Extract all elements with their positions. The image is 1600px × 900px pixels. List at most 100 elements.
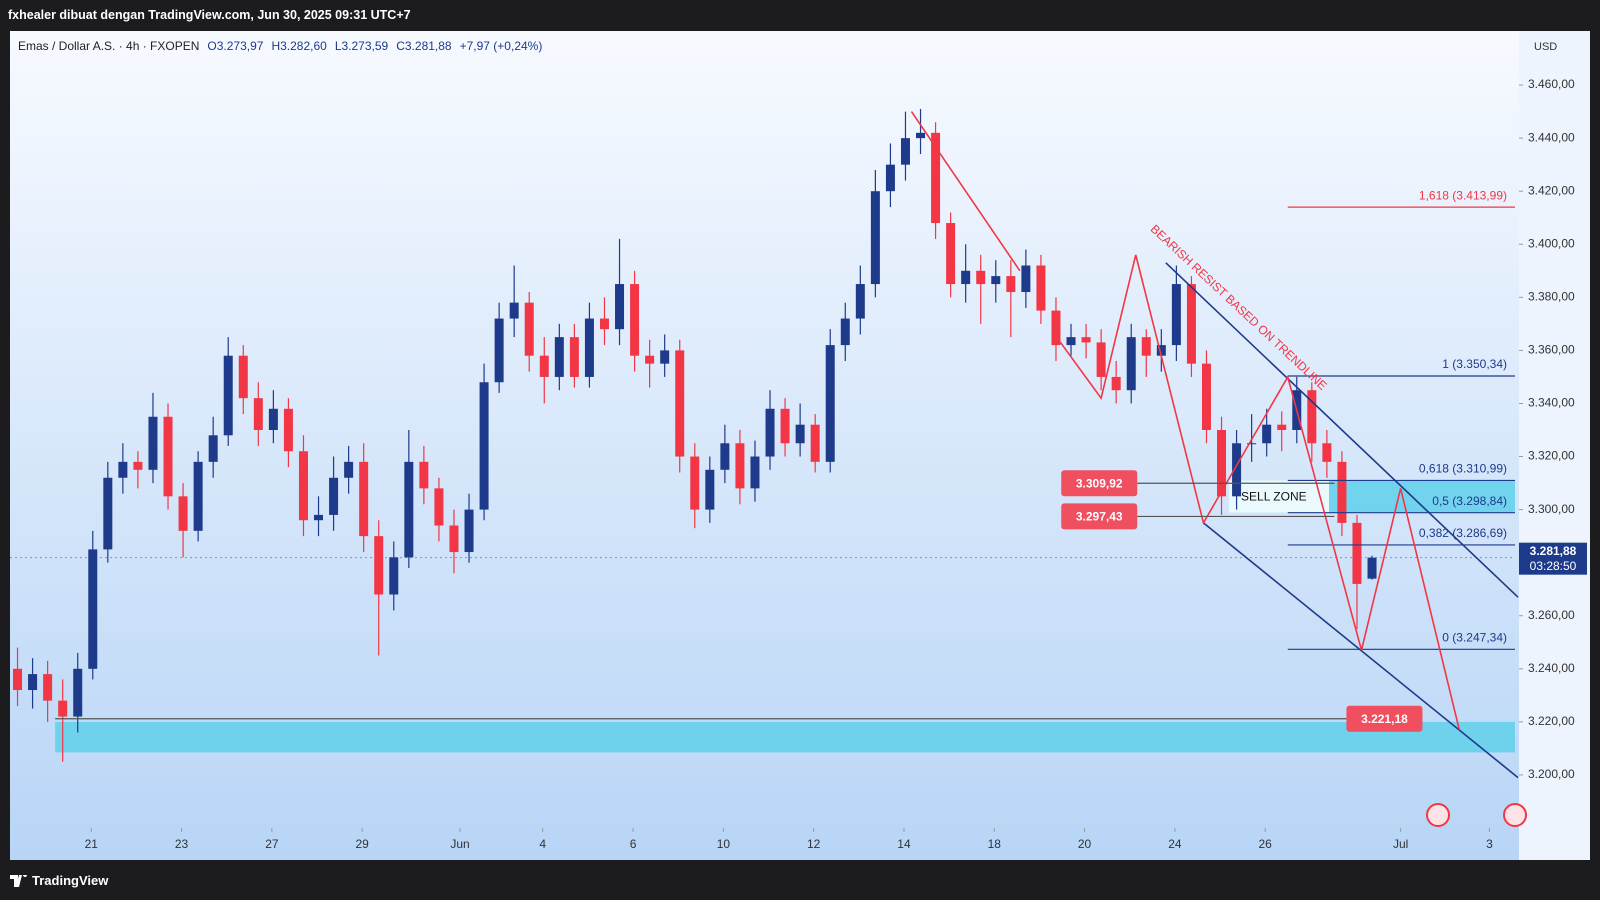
y-tick-label: 3.380,00 (1528, 290, 1575, 304)
x-tick-label: Jul (1393, 837, 1408, 851)
candle-body (298, 451, 308, 521)
y-tick-label: 3.220,00 (1528, 714, 1575, 728)
candle-body (1307, 390, 1317, 444)
price-marker-label: 3.221,18 (1361, 712, 1408, 726)
zone-label-bg (1229, 480, 1330, 513)
trend-drawing (1059, 254, 1461, 731)
candle-body (163, 416, 173, 497)
candle-body (554, 337, 564, 377)
candle-body (840, 318, 850, 346)
candle-body (615, 284, 625, 330)
currency[interactable]: USD (1534, 41, 1558, 53)
price-marker-label: 3.309,92 (1076, 476, 1123, 490)
price-axis-panel (1519, 31, 1590, 860)
candle-body (675, 350, 685, 457)
y-tick-label: 3.240,00 (1528, 661, 1575, 675)
candle-body (238, 355, 248, 399)
footer-text: TradingView (32, 873, 109, 888)
price-marker-box (1061, 470, 1138, 497)
y-tick-label: 3.360,00 (1528, 343, 1575, 357)
price-marker-box (1061, 503, 1138, 530)
candle-body (1141, 337, 1151, 356)
candle-body (1111, 376, 1121, 391)
symbol-title: Emas / Dollar A.S. · 4h · FXOPEN (18, 39, 200, 53)
candle-body (690, 456, 700, 510)
x-tick-label: 3 (1486, 837, 1493, 851)
trend-drawing (910, 111, 1021, 272)
candle-body (509, 302, 519, 319)
candle-body (810, 424, 820, 462)
candle-body (58, 700, 68, 717)
candle-body (825, 345, 835, 462)
candle-body (1247, 443, 1257, 445)
candle-body (73, 668, 83, 717)
event-icon[interactable] (1426, 803, 1450, 827)
event-icon[interactable] (1503, 803, 1527, 827)
x-tick-label: 26 (1258, 837, 1272, 851)
candle-body (389, 557, 399, 595)
candle-body (885, 164, 895, 192)
x-tick-label: 27 (265, 837, 279, 851)
candle-body (133, 461, 143, 470)
candle-body (1367, 557, 1377, 579)
ohlc-high: H3.282,60 (271, 39, 327, 53)
candle-body (494, 318, 504, 383)
candle-body (765, 408, 775, 457)
candle-body (374, 536, 384, 595)
y-tick-label: 3.260,00 (1528, 608, 1575, 622)
x-tick-label: 20 (1078, 837, 1092, 851)
candle-body (419, 461, 429, 489)
candle-body (735, 443, 745, 489)
plot-area: SELL ZONE 1,618 (3.413,99) 1 (3.350,34) 0,6… (10, 108, 1519, 779)
candle-body (43, 674, 53, 701)
candle-body (88, 549, 98, 669)
candle-body (329, 477, 339, 515)
candle-body (1337, 461, 1347, 523)
price-marker-label: 3.297,43 (1076, 510, 1123, 524)
ohlc-close: C3.281,88 (396, 39, 452, 53)
candle-body (1186, 284, 1196, 364)
price-change: +7,97 (+0,24%) (459, 39, 543, 53)
candle-body (1277, 424, 1287, 430)
candle-body (1126, 337, 1136, 391)
candle-body (148, 416, 158, 470)
candle-body (1232, 443, 1242, 497)
x-tick-label: 18 (988, 837, 1002, 851)
candle-body (404, 461, 414, 558)
candle-body (1171, 284, 1181, 346)
y-tick-label: 3.400,00 (1528, 236, 1575, 250)
candle-body (660, 350, 670, 364)
candle-body (630, 284, 640, 356)
x-tick-label: 12 (807, 837, 821, 851)
y-tick-label: 3.320,00 (1528, 449, 1575, 463)
candle-body (976, 270, 986, 285)
candle-body (1201, 363, 1211, 430)
candle-body (870, 191, 880, 285)
candle-body (359, 461, 369, 537)
candle-body (28, 674, 38, 691)
price-marker-box (1346, 705, 1423, 732)
fib-label: 1,618 (3.413,99) (1419, 188, 1507, 202)
candle-body (449, 525, 459, 553)
x-tick-label: 23 (175, 837, 189, 851)
candle-body (434, 488, 444, 526)
candle-body (1051, 310, 1061, 346)
candle-body (13, 668, 23, 691)
ohlc-open: O3.273,97 (207, 39, 264, 53)
candle-body (599, 318, 609, 330)
y-tick-label: 3.460,00 (1528, 77, 1575, 91)
logo-icon (10, 874, 27, 887)
candle-body (1066, 337, 1076, 346)
x-tick-label: 6 (630, 837, 637, 851)
candle-body (118, 461, 128, 478)
fib-label: 0 (3.247,34) (1442, 630, 1507, 644)
candle-body (1156, 345, 1166, 356)
candle-body (720, 443, 730, 470)
candle-body (946, 223, 956, 285)
candle-body (1081, 337, 1091, 343)
x-tick-label: 21 (85, 837, 99, 851)
y-tick-label: 3.200,00 (1528, 767, 1575, 781)
candle-body (1096, 342, 1106, 377)
candle-body (178, 496, 188, 531)
